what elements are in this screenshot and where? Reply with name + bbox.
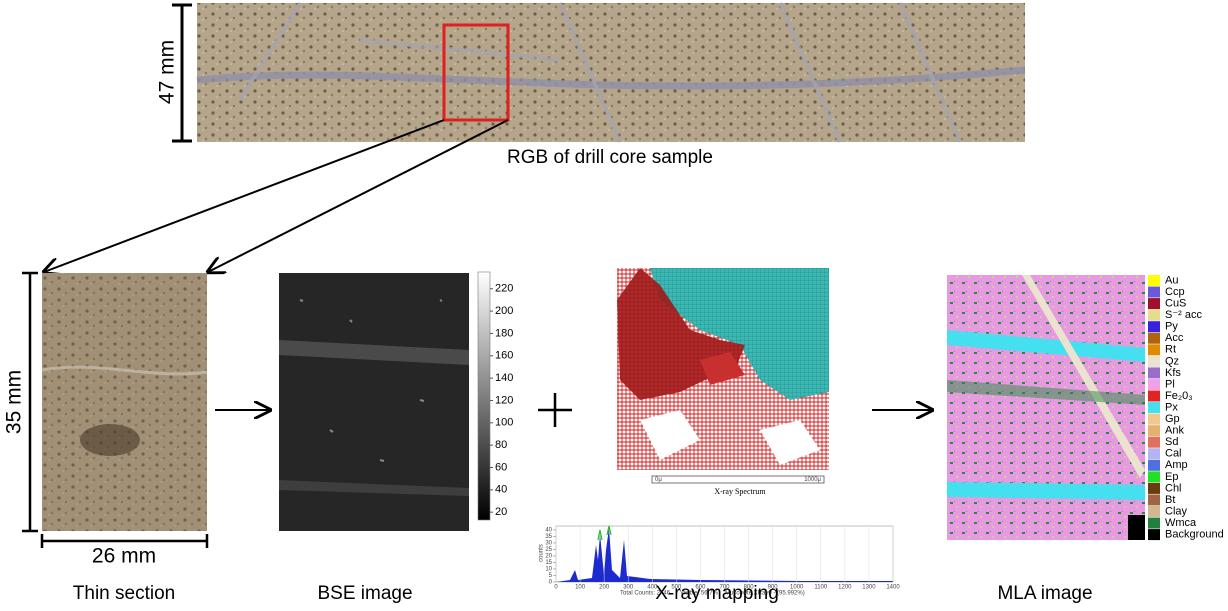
legend-label: Acc: [1165, 332, 1184, 344]
legend-swatch: [1148, 391, 1160, 402]
legend-label: Chl: [1165, 482, 1182, 494]
thin-section-image: [42, 273, 207, 531]
x-tick-label: 200: [599, 585, 610, 591]
legend-label: Ank: [1165, 425, 1184, 437]
legend-swatch: [1148, 471, 1160, 482]
colorbar-tick-label: 80: [495, 439, 507, 451]
legend-label: Rt: [1165, 344, 1176, 356]
legend-swatch: [1148, 402, 1160, 413]
scale-label: 35 mm: [3, 370, 26, 434]
legend-label: Sd: [1165, 436, 1178, 448]
legend-swatch: [1148, 506, 1160, 517]
y-tick-label: 40: [545, 527, 552, 533]
y-tick-label: 30: [545, 541, 552, 547]
legend-label: Py: [1165, 321, 1178, 333]
legend-swatch: [1148, 287, 1160, 298]
colorbar-tick-label: 220: [495, 283, 513, 295]
legend-label: Bt: [1165, 494, 1175, 506]
y-tick-label: 35: [545, 534, 552, 540]
arrow: [208, 120, 508, 272]
scale-bar: [652, 476, 824, 483]
y-tick-label: 20: [545, 554, 552, 560]
axis-label: counts: [539, 544, 545, 562]
arrow: [44, 120, 444, 272]
core-image: [197, 3, 1025, 142]
y-tick-label: 10: [545, 567, 552, 573]
legend-swatch: [1148, 333, 1160, 344]
map-title: X-ray Spectrum: [714, 487, 766, 496]
x-tick-label: 1400: [886, 585, 900, 591]
colorbar-tick-label: 20: [495, 506, 507, 518]
legend-label: Ep: [1165, 471, 1178, 483]
legend-swatch: [1148, 494, 1160, 505]
legend-label: Au: [1165, 274, 1178, 286]
legend-label: Px: [1165, 401, 1178, 413]
colorbar-tick-label: 140: [495, 372, 513, 384]
legend-swatch: [1148, 367, 1160, 378]
legend-swatch: [1148, 448, 1160, 459]
figure: 47 mm RGB of drill core sample 35 mm 26 …: [0, 0, 1228, 611]
mla-image: [947, 275, 1145, 540]
legend-swatch: [1148, 344, 1160, 355]
colorbar-tick-label: 180: [495, 327, 513, 339]
legend-label: CuS: [1165, 298, 1186, 310]
legend-label: Amp: [1165, 459, 1188, 471]
legend-swatch: [1148, 460, 1160, 471]
legend-label: Ccp: [1165, 286, 1185, 298]
caption: RGB of drill core sample: [507, 147, 713, 168]
legend-swatch: [1148, 529, 1160, 540]
scale-label: 26 mm: [92, 545, 156, 568]
colorbar-tick-label: 100: [495, 417, 513, 429]
scale-label: 47 mm: [156, 40, 179, 104]
legend-label: Clay: [1165, 505, 1188, 517]
colorbar: [478, 272, 490, 520]
x-tick-label: 100: [575, 585, 586, 591]
plus-sign: [538, 393, 572, 427]
legend-label: Wmca: [1165, 517, 1197, 529]
colorbar-tick-label: 200: [495, 305, 513, 317]
legend-swatch: [1148, 437, 1160, 448]
legend-swatch: [1148, 518, 1160, 529]
colorbar-tick-label: 120: [495, 394, 513, 406]
legend-label: Fe₂0₃: [1165, 390, 1193, 402]
x-tick-label: 1300: [862, 585, 876, 591]
x-tick-label: 0: [554, 585, 558, 591]
colorbar-tick-label: 60: [495, 461, 507, 473]
caption: BSE image: [317, 583, 412, 604]
scale-label: 1000μ: [804, 477, 821, 483]
legend-swatch: [1148, 310, 1160, 321]
legend-swatch: [1148, 356, 1160, 367]
caption: X-ray mapping: [655, 583, 779, 604]
caption: Thin section: [73, 583, 175, 604]
y-tick-label: 0: [549, 580, 553, 586]
scale-label: 0μ: [655, 477, 662, 483]
caption: MLA image: [997, 583, 1092, 604]
legend-label: Kfs: [1165, 367, 1181, 379]
y-tick-label: 15: [545, 560, 552, 566]
legend-label: Cal: [1165, 448, 1182, 460]
legend-label: Qz: [1165, 355, 1179, 367]
legend-label: Pl: [1165, 378, 1175, 390]
legend-swatch: [1148, 379, 1160, 390]
colorbar-tick-label: 160: [495, 350, 513, 362]
legend-swatch: [1148, 425, 1160, 436]
legend-label: S⁻² acc: [1165, 309, 1202, 321]
legend-swatch: [1148, 483, 1160, 494]
legend-label: Gp: [1165, 413, 1180, 425]
colorbar-tick-label: 40: [495, 484, 507, 496]
legend-label: Background: [1165, 529, 1224, 541]
y-tick-label: 5: [549, 573, 553, 579]
x-tick-label: 1200: [838, 585, 852, 591]
y-tick-label: 25: [545, 547, 552, 553]
bse-image: [279, 273, 469, 531]
xray-map: [617, 268, 829, 470]
legend-swatch: [1148, 275, 1160, 286]
legend-swatch: [1148, 298, 1160, 309]
legend-swatch: [1148, 321, 1160, 332]
x-tick-label: 1100: [814, 585, 828, 591]
legend-swatch: [1148, 414, 1160, 425]
